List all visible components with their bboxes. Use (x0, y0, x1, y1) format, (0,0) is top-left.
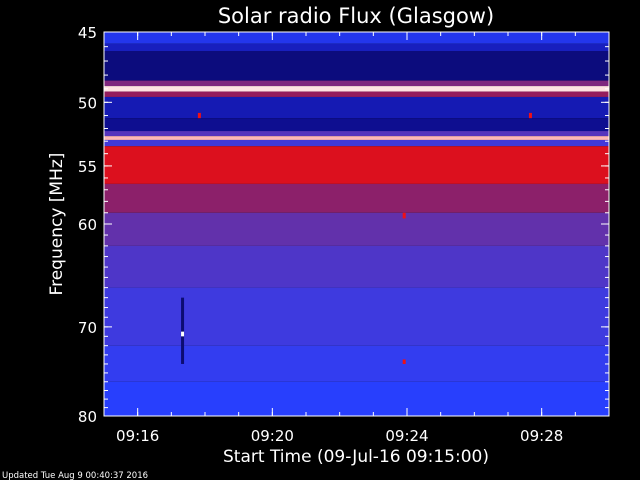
spectrum-band (104, 51, 609, 81)
y-axis: 45 50 55 60 70 80 (78, 24, 609, 426)
y-tick-label: 45 (78, 24, 97, 42)
y-tick-label: 50 (78, 94, 97, 112)
spectrum-band (104, 80, 609, 87)
burst-event (528, 112, 532, 119)
spectrum-band (104, 91, 609, 97)
spectrum-band (104, 287, 609, 346)
burst-event (402, 359, 406, 364)
y-tick-label: 60 (78, 216, 97, 234)
spectrum-band (104, 212, 609, 246)
x-axis: 09:16 09:20 09:24 09:28 (103, 32, 610, 445)
heatmap-area (104, 32, 609, 416)
spectrum-band (104, 86, 609, 92)
burst-event (197, 112, 201, 119)
x-tick-label: 09:24 (385, 427, 428, 445)
spectrum-band (104, 381, 609, 416)
x-tick-label: 09:28 (520, 427, 563, 445)
spectrum-band (104, 146, 609, 184)
chart-title: Solar radio Flux (Glasgow) (218, 4, 494, 28)
burst-event (181, 297, 185, 364)
spectrum-band (104, 139, 609, 147)
y-tick-label: 80 (78, 408, 97, 426)
spectrum-band (104, 131, 609, 137)
spectrum-band (104, 32, 609, 44)
spectrum-band (104, 136, 609, 140)
spectrum-band (104, 96, 609, 119)
spectrum-band (104, 43, 609, 52)
spectrum-band (104, 183, 609, 213)
burst-event (402, 212, 406, 219)
spectrum-band (104, 345, 609, 382)
x-tick-label: 09:20 (251, 427, 294, 445)
y-axis-label: Frequency [MHz] (47, 153, 67, 296)
spectrum-band (104, 118, 609, 132)
updated-timestamp: Updated Tue Aug 9 00:40:37 2016 (2, 471, 148, 480)
burst-event (181, 331, 185, 337)
x-tick-label: 09:16 (116, 427, 159, 445)
spectrum-band (104, 245, 609, 288)
x-axis-label: Start Time (09-Jul-16 09:15:00) (223, 447, 489, 467)
y-tick-label: 70 (78, 319, 97, 337)
y-tick-label: 55 (78, 158, 97, 176)
